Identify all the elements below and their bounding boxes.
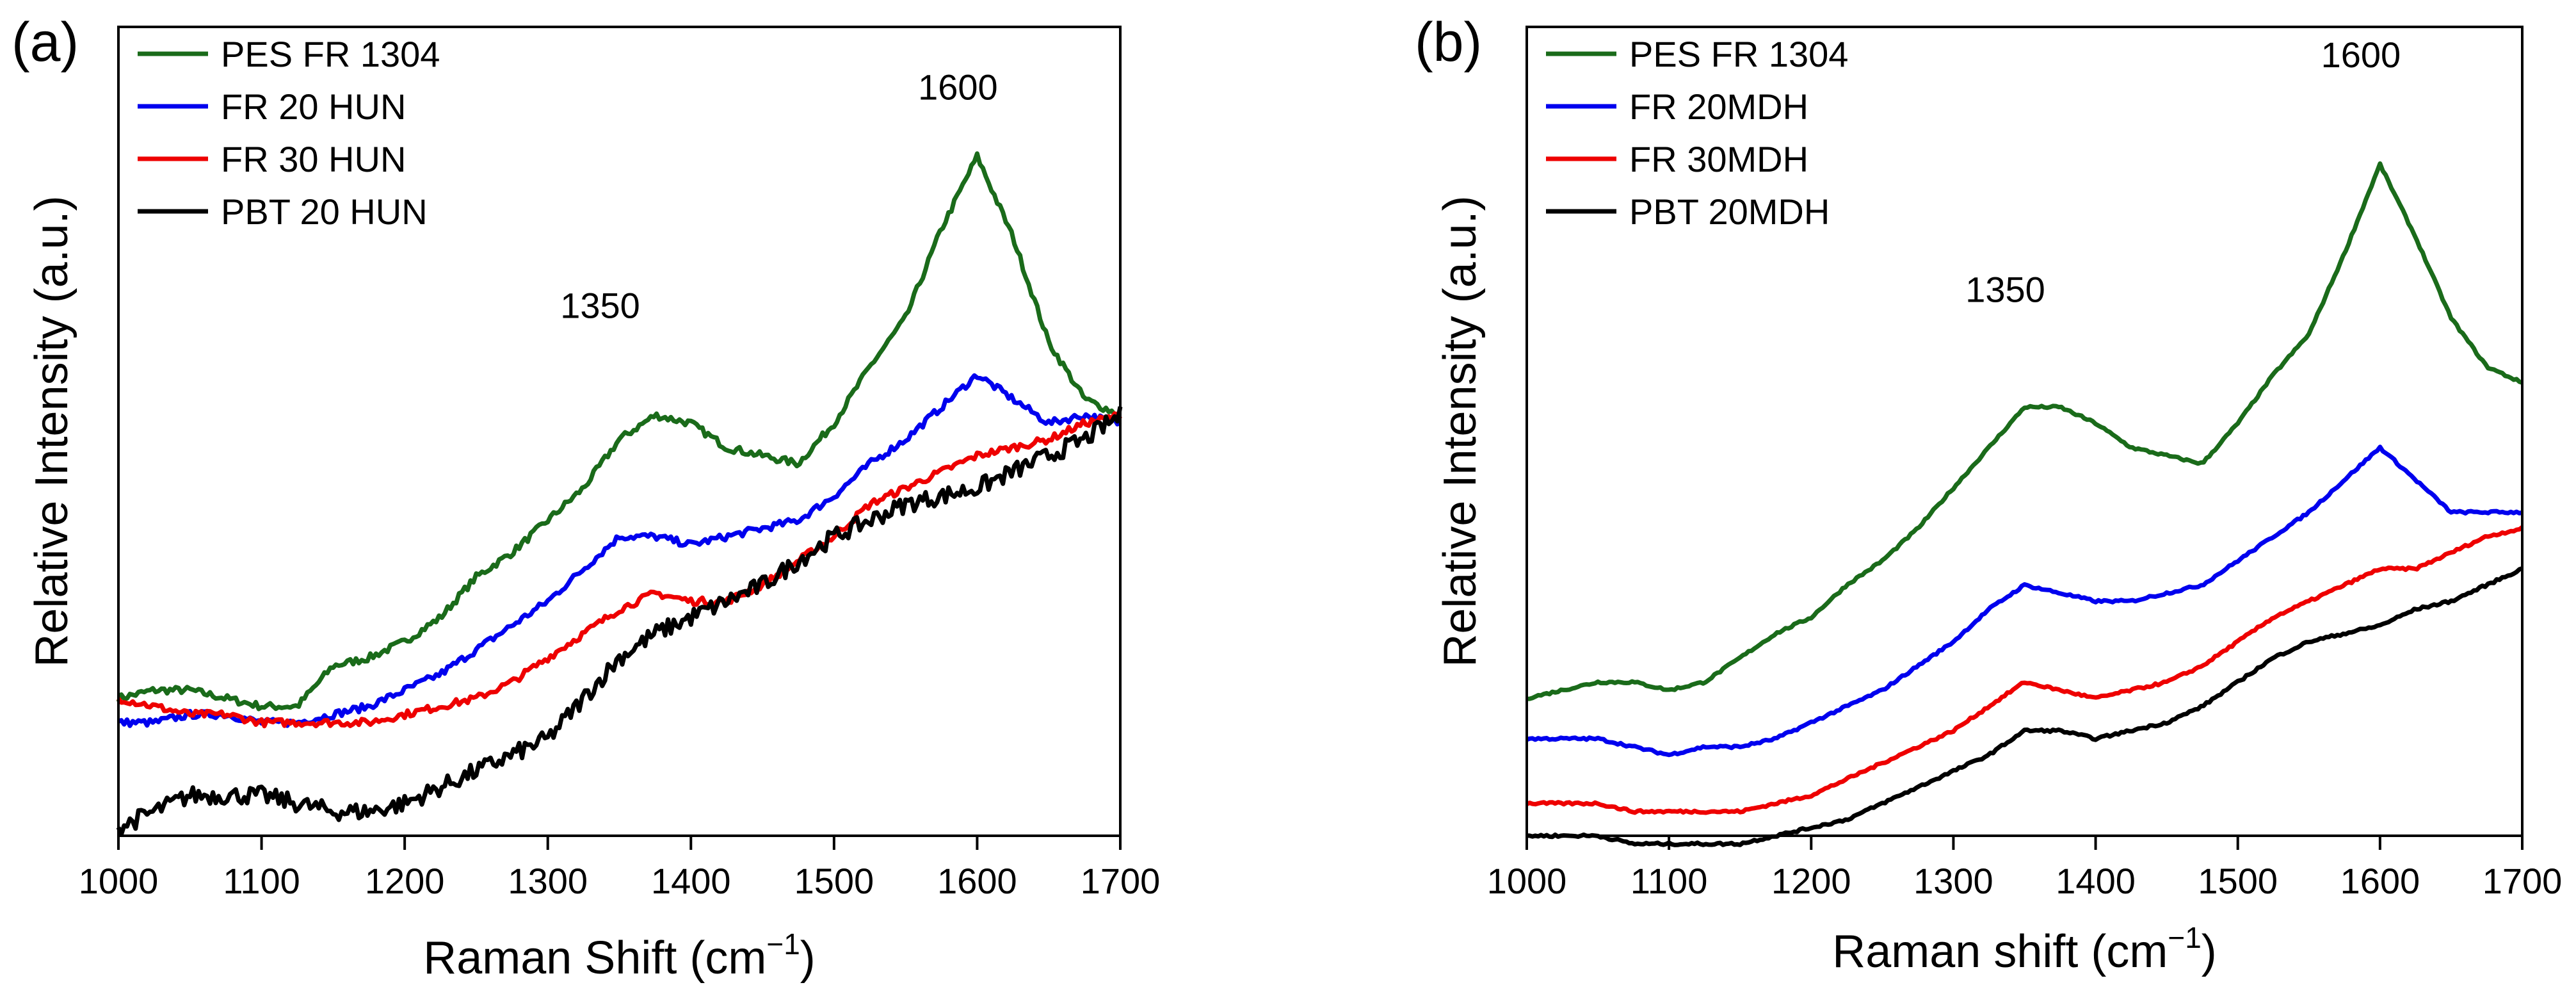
x-tick-label: 1300 [1913,861,1993,901]
x-tick-label: 1200 [365,861,445,901]
panel-a: 1000 1100 1200 1300 1400 1500 1600 1700 Raman Sh… [12,12,1160,984]
plot-frame [117,26,1122,837]
series-line-2 [1525,444,2523,758]
legend-entry: FR 30 HUN [221,139,406,179]
peak-annotation: 1350 [1965,269,2045,309]
x-tick-label: 1100 [1630,861,1707,901]
x-tick-label: 1000 [1487,861,1567,901]
series-line-2 [117,373,1122,728]
peak-annotation: 1600 [918,67,998,108]
x-axis-label: Raman Shift (cm−1) [423,927,816,984]
x-tick-label: 1300 [508,861,588,901]
x-axis-label: Raman shift (cm−1) [1832,921,2217,977]
x-tick-label: 1700 [2483,861,2563,901]
series-line-3 [117,411,1122,729]
peak-annotation: 1600 [2321,35,2401,75]
x-tick-label: 1500 [2198,861,2278,901]
y-axis-label: Relative Intensity (a.u.) [26,195,77,667]
legend-entry: PES FR 1304 [221,34,440,74]
x-tick-label: 1400 [651,861,731,901]
legend-entry: PBT 20 HUN [221,191,428,232]
x-tick-label: 1600 [2340,861,2420,901]
legend-entry: FR 20 HUN [221,86,406,127]
x-tick-label: 1100 [223,861,300,901]
legend-entry: PES FR 1304 [1629,34,1848,74]
x-tick-label: 1600 [937,861,1017,901]
panel-label: (b) [1415,12,1482,73]
series-line-3 [1525,525,2524,815]
panel-b: 1000 1100 1200 1300 1400 1500 1600 1700 Raman sh… [1415,12,2562,977]
panel-label: (a) [12,12,79,73]
x-tick-label: 1400 [2056,861,2136,901]
series-line-4 [116,406,1123,837]
y-axis-label: Relative Intensity (a.u.) [1435,195,1486,667]
series-line-4 [1526,566,2524,847]
series-line-1 [1526,161,2524,701]
legend-entry: PBT 20MDH [1629,191,1830,232]
plot-frame [1525,26,2524,837]
peak-annotation: 1350 [560,286,640,326]
x-tick-label: 1700 [1081,861,1161,901]
x-tick-label: 1500 [794,861,874,901]
x-tick-label: 1200 [1771,861,1851,901]
x-tick-label: 1000 [79,861,159,901]
series-line-1 [116,151,1122,712]
legend-entry: FR 30MDH [1629,139,1808,179]
legend-entry: FR 20MDH [1629,86,1808,127]
